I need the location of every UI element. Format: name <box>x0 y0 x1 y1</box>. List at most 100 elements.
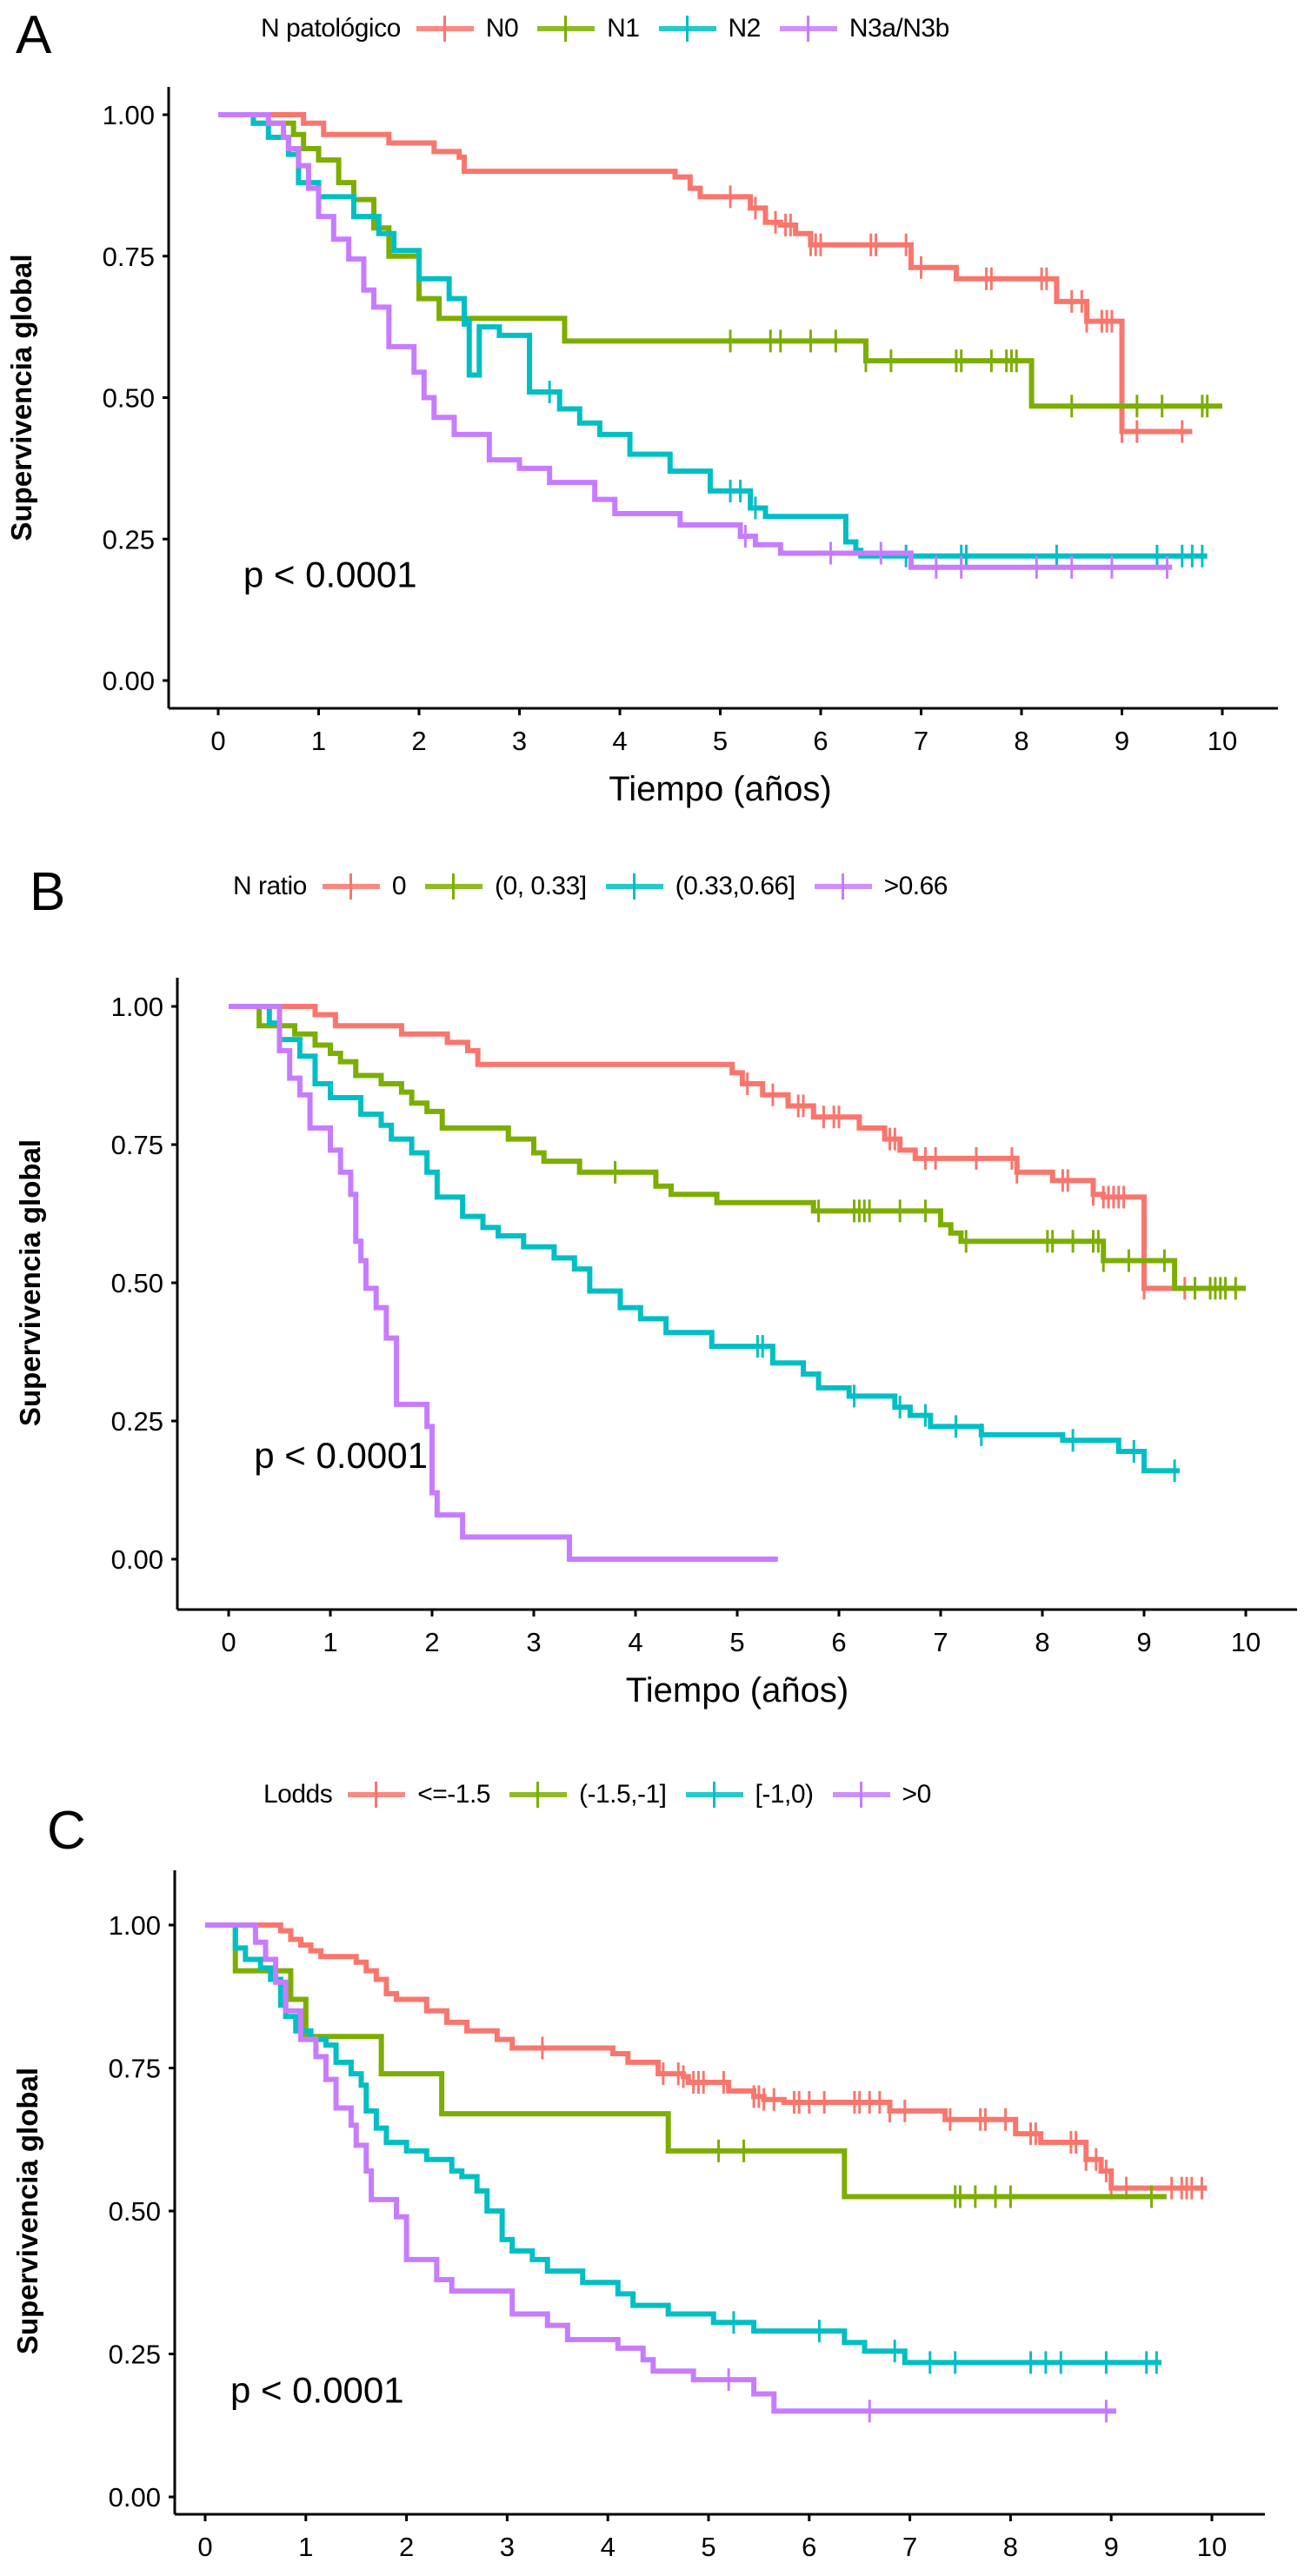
survival-curve-0 <box>229 1004 1185 1291</box>
x-tick-label: 0 <box>221 1627 236 1657</box>
x-tick-label: 3 <box>512 726 527 756</box>
x-tick-label: 1 <box>323 1627 337 1657</box>
x-tick-label: 10 <box>1231 1627 1261 1657</box>
panel-letter-c: C <box>47 1801 86 1861</box>
y-tick-label: 1.00 <box>103 100 155 130</box>
legend-key-s2 <box>685 1782 743 1808</box>
y-tick-label: 0.25 <box>109 2340 161 2370</box>
x-tick-label: 2 <box>424 1627 439 1657</box>
panel-letter-a: A <box>16 5 52 65</box>
y-tick-label: 0.50 <box>111 1268 163 1298</box>
x-tick-label: 3 <box>500 2532 515 2562</box>
legend-key-s1 <box>537 16 596 42</box>
y-tick-label: 0.00 <box>103 666 155 696</box>
x-tick-label: 10 <box>1208 726 1237 756</box>
x-tick-label: 7 <box>914 726 928 756</box>
legend-label: (0, 0.33] <box>495 872 587 900</box>
x-tick-label: 0 <box>210 726 225 756</box>
legend-label: N0 <box>485 14 519 43</box>
legend-key-s3 <box>832 1782 890 1808</box>
x-tick-label: 8 <box>1035 1627 1049 1657</box>
y-axis-title: Supervivencia global <box>14 1139 46 1426</box>
legend-title: Lodds <box>263 1780 333 1809</box>
x-tick-label: 4 <box>612 726 627 756</box>
survival-curve-2 <box>229 1004 1180 1474</box>
legend-key-s0 <box>416 16 474 42</box>
x-tick-label: 6 <box>802 2532 816 2562</box>
x-tick-label: 7 <box>902 2532 917 2562</box>
legend-key-s1 <box>509 1782 567 1808</box>
km-plot-a: 0.00 0.25 0.50 0.75 1.00 0 1 2 3 4 5 6 7 8 9 10 Tiempo (… <box>5 87 1278 808</box>
legend-key-s3 <box>779 16 837 42</box>
y-tick-label: 1.00 <box>109 1910 161 1941</box>
legend-c: Lodds <=-1.5 (-1.5,-1] [-1,0) >0 <box>263 1780 950 1809</box>
x-tick-label: 9 <box>1104 2532 1119 2562</box>
p-value-annotation: p < 0.0001 <box>230 2369 404 2410</box>
panel-a: A N patológico N0 N1 N2 N3a/N3b 0.00 0.25… <box>0 0 1311 834</box>
x-tick-label: 6 <box>813 726 828 756</box>
panel-b: B N ratio 0 (0, 0.33] (0.33,0.66] >0.66 … <box>14 862 1297 1710</box>
legend-label: <=-1.5 <box>417 1780 490 1809</box>
x-tick-label: 2 <box>411 726 426 756</box>
p-value-annotation: p < 0.0001 <box>254 1435 428 1476</box>
legend-label: (-1.5,-1] <box>578 1780 667 1809</box>
y-axis-title: Supervivencia global <box>5 254 37 541</box>
x-tick-label: 9 <box>1136 1627 1151 1657</box>
legend-b: N ratio 0 (0, 0.33] (0.33,0.66] >0.66 <box>233 872 967 901</box>
legend-label: >0.66 <box>883 872 948 900</box>
survival-curve-2 <box>205 1922 1162 2366</box>
legend-key-s2 <box>658 16 716 42</box>
survival-curve-1 <box>229 1004 1246 1291</box>
legend-key-s2 <box>605 873 663 900</box>
survival-curve-1 <box>218 112 1222 409</box>
panel-letter-b: B <box>30 862 66 922</box>
x-axis-title: Tiempo (años) <box>609 770 831 808</box>
x-tick-label: 4 <box>628 1627 642 1657</box>
legend-title: N patológico <box>261 14 401 43</box>
legend-label: N1 <box>607 14 640 43</box>
x-tick-label: 8 <box>1014 726 1028 756</box>
x-tick-label: 5 <box>713 726 728 756</box>
survival-curve-3 <box>218 112 1173 570</box>
legend-label: N3a/N3b <box>848 14 949 43</box>
y-tick-label: 0.25 <box>111 1406 163 1437</box>
x-tick-label: 1 <box>298 2532 313 2562</box>
x-tick-label: 3 <box>526 1627 541 1657</box>
x-tick-label: 4 <box>601 2532 616 2562</box>
y-tick-label: 0.75 <box>109 2054 161 2084</box>
y-tick-label: 0.25 <box>103 524 155 554</box>
y-tick-label: 0.75 <box>103 242 155 272</box>
x-tick-label: 5 <box>729 1627 744 1657</box>
legend-label: (0.33,0.66] <box>675 872 795 900</box>
y-tick-label: 0.00 <box>111 1544 163 1575</box>
p-value-annotation: p < 0.0001 <box>243 554 417 595</box>
y-tick-label: 0.75 <box>111 1130 163 1160</box>
x-tick-label: 6 <box>831 1627 846 1657</box>
legend-title: N ratio <box>233 872 307 900</box>
survival-curve-3 <box>205 1922 1116 2414</box>
legend-key-s1 <box>425 873 483 900</box>
legend-key-s0 <box>322 873 380 900</box>
x-tick-label: 8 <box>1003 2532 1018 2562</box>
y-axis-title: Supervivencia global <box>11 2068 43 2354</box>
survival-curve-2 <box>218 112 1208 559</box>
survival-curve-3 <box>229 1004 778 1562</box>
y-tick-label: 0.00 <box>109 2482 161 2513</box>
x-axis-title: Tiempo (años) <box>626 1671 848 1710</box>
y-tick-label: 0.50 <box>109 2196 161 2227</box>
survival-curve-0 <box>218 112 1193 435</box>
survival-curve-1 <box>205 1922 1167 2200</box>
x-tick-label: 10 <box>1197 2532 1227 2562</box>
x-tick-label: 1 <box>311 726 326 756</box>
km-plot-b: 0.00 0.25 0.50 0.75 1.00 0 1 2 3 4 5 6 7 8 9 10 Tiempo (… <box>14 978 1297 1710</box>
legend-key-s3 <box>814 873 872 900</box>
legend-label: >0 <box>902 1780 932 1809</box>
x-tick-label: 7 <box>933 1627 948 1657</box>
legend-label: [-1,0) <box>755 1780 815 1809</box>
legend-label: N2 <box>728 14 762 43</box>
x-tick-label: 2 <box>399 2532 414 2562</box>
y-tick-label: 1.00 <box>111 992 163 1022</box>
y-tick-label: 0.50 <box>103 383 155 414</box>
